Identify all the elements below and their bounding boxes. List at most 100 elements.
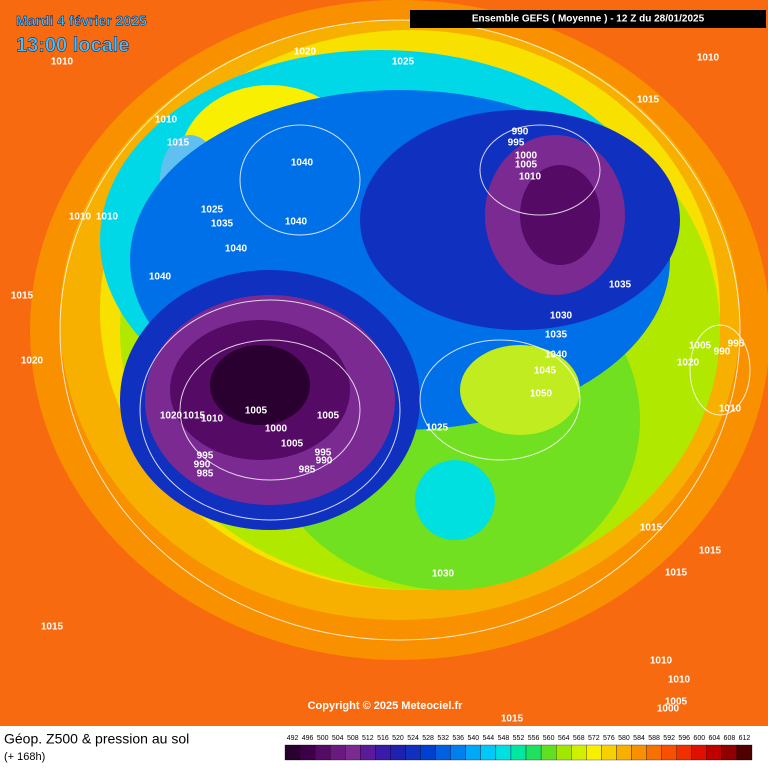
colorbar-swatch [556, 744, 572, 761]
isobar-label: 1015 [167, 138, 190, 149]
colorbar-swatch [691, 744, 707, 761]
isobar-label: 1010 [519, 172, 542, 183]
isobar-label: 990 [714, 347, 731, 358]
colorbar-label: 548 [498, 735, 510, 742]
colorbar-label: 576 [603, 735, 615, 742]
colorbar-swatch [586, 744, 602, 761]
colorbar-swatch [631, 744, 647, 761]
isobar-label: 1020 [677, 358, 700, 369]
isobar-label: 1015 [699, 546, 722, 557]
colorbar-swatch [540, 744, 557, 761]
colorbar-label: 588 [648, 735, 660, 742]
isobar-label: 1015 [183, 411, 206, 422]
colorbar-label: 580 [618, 735, 630, 742]
date: Mardi 4 février 2025 [16, 13, 147, 29]
colorbar-label: 544 [483, 735, 495, 742]
isobar-label: 985 [299, 465, 316, 476]
colorbar-label: 600 [693, 735, 705, 742]
colorbar-label: 508 [347, 735, 359, 742]
colorbar: 492 496 500 504 508 512 516 520 524 528 532 536 540 5… [284, 735, 753, 761]
colorbar-swatch [495, 744, 512, 761]
forecast-hour: (+ 168h) [4, 751, 45, 763]
isobar-label: 1035 [211, 219, 234, 230]
colorbar-label: 492 [287, 735, 299, 742]
isobar-label: 1010 [69, 212, 92, 223]
colorbar-label: 560 [543, 735, 555, 742]
isobar-label: 1005 [317, 411, 340, 422]
colorbar-label: 584 [633, 735, 645, 742]
isobar-label: 1045 [534, 366, 557, 377]
colorbar-label: 592 [663, 735, 675, 742]
isobar-label: 1005 [689, 341, 712, 352]
colorbar-swatch [375, 744, 391, 761]
isobar-label: 985 [197, 469, 214, 480]
isobar-label: 1005 [665, 697, 688, 708]
isobar-label: 1010 [697, 53, 720, 64]
colorbar-label: 596 [678, 735, 690, 742]
colorbar-swatch [721, 744, 738, 761]
colorbar-swatch [345, 744, 361, 761]
isobar-label: 1010 [96, 212, 119, 223]
isobar-label: 1010 [155, 115, 178, 126]
colorbar-swatch [299, 744, 316, 761]
colorbar-swatch [480, 744, 497, 761]
colorbar-label: 552 [513, 735, 525, 742]
isobar-label: 1030 [550, 311, 573, 322]
isobar-label: 995 [315, 448, 332, 459]
isobar-contours [59, 19, 751, 641]
colorbar-label: 516 [377, 735, 389, 742]
isobar-label: 1030 [432, 569, 455, 580]
isobar-label: 1015 [665, 568, 688, 579]
colorbar-label: 496 [302, 735, 314, 742]
colorbar-swatch [450, 744, 466, 761]
isobar-label: 1010 [719, 404, 742, 415]
isobar-label: 1020 [160, 411, 183, 422]
colorbar-swatch [360, 744, 376, 761]
colorbar-label: 604 [708, 735, 720, 742]
colorbar-swatch [314, 744, 331, 761]
colorbar-label: 500 [317, 735, 329, 742]
isobar-label: 1005 [515, 160, 538, 171]
colorbar-swatch [601, 744, 617, 761]
colorbar-swatch [405, 744, 421, 761]
isobar-label: 1015 [41, 622, 64, 633]
isobar-label: 1010 [650, 656, 673, 667]
colorbar-label: 608 [724, 735, 736, 742]
colorbar-label: 564 [558, 735, 570, 742]
colorbar-swatch [465, 744, 481, 761]
isobar-label: 1000 [515, 151, 538, 162]
colorbar-swatch [676, 744, 692, 761]
colorbar-swatch [646, 744, 662, 761]
isobar-label: 1040 [285, 217, 308, 228]
isobar-label: 1020 [21, 356, 44, 367]
colorbar-swatch [616, 744, 632, 761]
isobar-label: 1035 [545, 330, 568, 341]
isobar-label: 1025 [426, 423, 449, 434]
colorbar-swatch [390, 744, 406, 761]
isobar-label: 995 [508, 138, 525, 149]
header-bar [410, 10, 766, 28]
isobar-label: 1015 [637, 95, 660, 106]
colorbar-label: 532 [437, 735, 449, 742]
isobar-label: 1000 [265, 424, 288, 435]
colorbar-swatch [525, 744, 542, 761]
colorbar-label: 540 [467, 735, 479, 742]
colorbar-label: 504 [332, 735, 344, 742]
isobar-label: 1040 [149, 272, 172, 283]
isobar-label: 995 [197, 451, 214, 462]
colorbar-swatch [435, 744, 451, 761]
isobar-label: 1025 [201, 205, 224, 216]
isobar-label: 1025 [392, 57, 415, 68]
isobar-label: 1050 [530, 389, 553, 400]
colorbar-swatch [510, 744, 527, 761]
isobar-label: 1040 [545, 350, 568, 361]
isobar-label: 990 [316, 456, 333, 467]
isobar-label: 1015 [11, 291, 34, 302]
colorbar-swatch [736, 744, 753, 761]
colorbar-label: 536 [452, 735, 464, 742]
colorbar-swatch [706, 744, 723, 761]
colorbar-label: 572 [588, 735, 600, 742]
